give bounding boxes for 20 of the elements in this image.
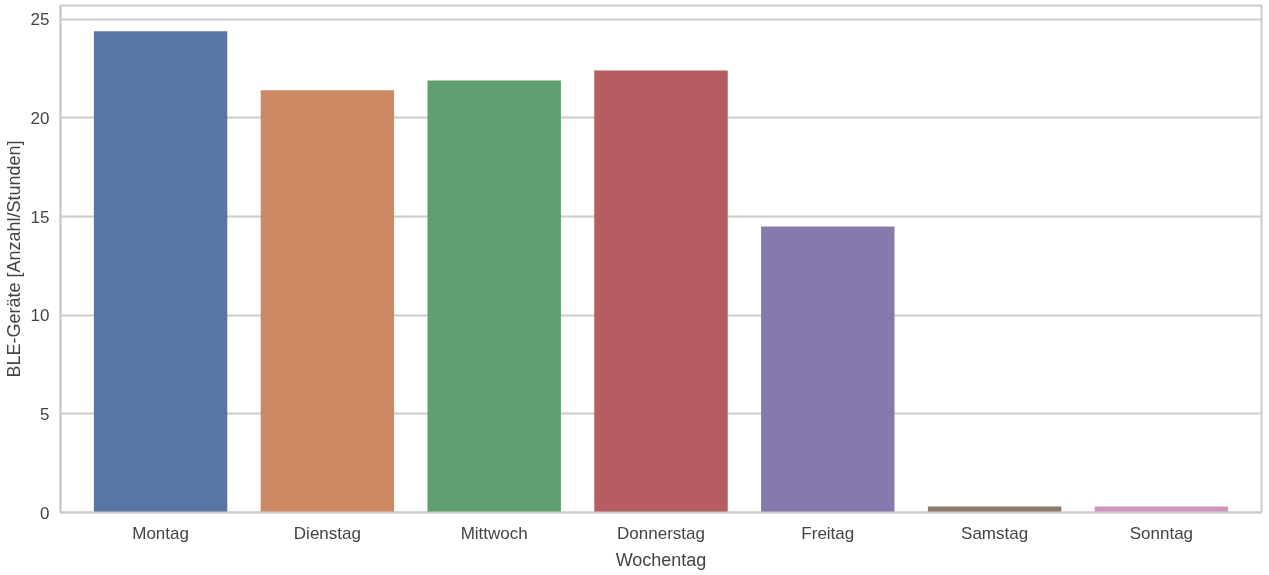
x-tick-label: Mittwoch <box>460 523 528 543</box>
x-tick-label: Donnerstag <box>617 523 705 543</box>
x-tick-label: Sonntag <box>1129 523 1194 543</box>
bar <box>93 31 228 513</box>
y-tick-label: 25 <box>30 10 50 30</box>
bar <box>260 90 395 513</box>
x-tick-label: Montag <box>132 523 189 543</box>
x-tick-label: Freitag <box>801 523 855 543</box>
x-tick-label: Samstag <box>961 523 1029 543</box>
y-tick-label: 20 <box>30 108 50 128</box>
y-tick-label: 10 <box>30 306 50 326</box>
x-axis-title: Wochentag <box>615 549 707 570</box>
x-tick-label: Dienstag <box>293 523 361 543</box>
y-tick-label: 5 <box>40 404 50 424</box>
y-tick-label: 15 <box>30 207 50 227</box>
y-tick-label: 0 <box>40 503 50 523</box>
y-axis-title: BLE-Geräte [Anzahl/Stunden] <box>3 140 24 378</box>
bar <box>761 226 895 513</box>
bar <box>594 70 728 513</box>
bar <box>427 80 561 513</box>
